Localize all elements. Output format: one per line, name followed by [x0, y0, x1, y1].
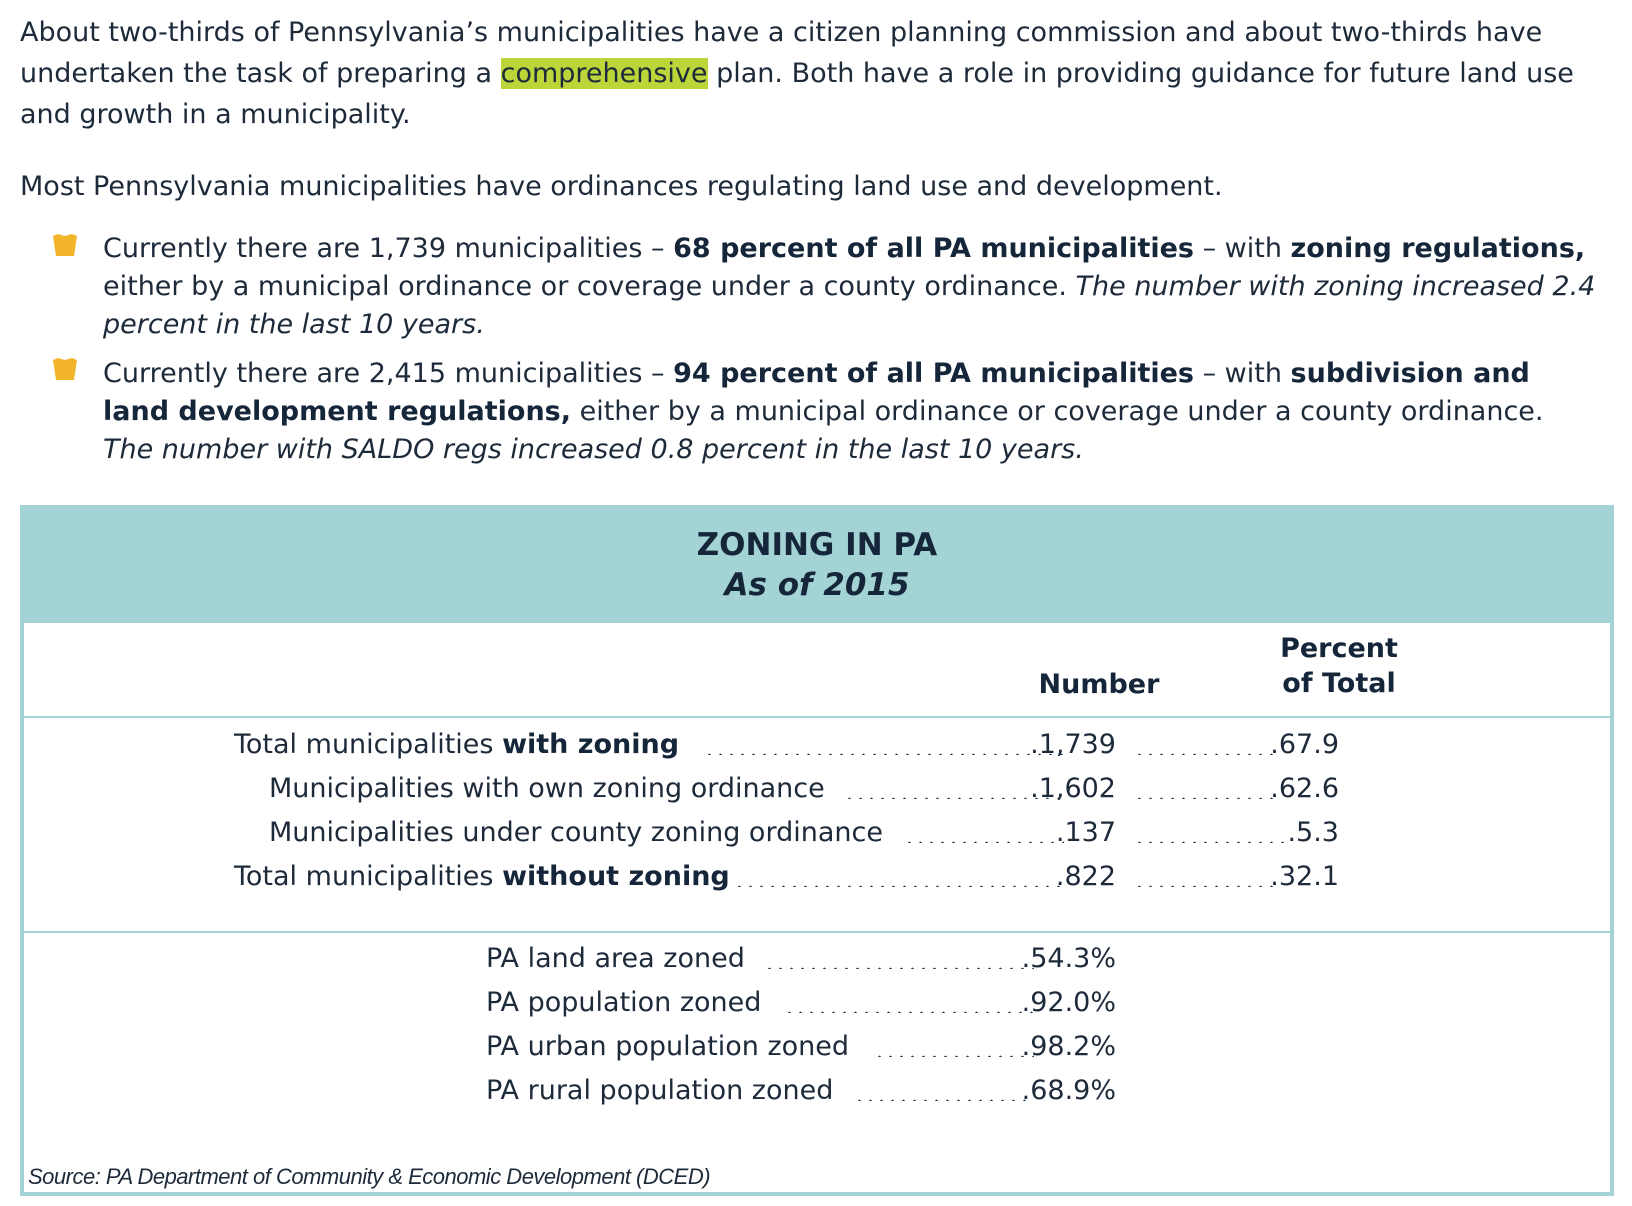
dot-leader [874, 1055, 1034, 1057]
row-percent: .67.9 [1270, 729, 1339, 760]
dot-leader [1134, 753, 1274, 755]
table-subtitle: As of 2015 [724, 567, 910, 603]
dot-leader [1134, 797, 1274, 799]
row-number: .1,602 [1030, 773, 1116, 804]
bullet-zoning: Currently there are 1,739 municipalities… [103, 230, 1603, 344]
intro-paragraph: About two-thirds of Pennsylvania’s munic… [20, 12, 1600, 135]
table-row-label: Municipalities under county zoning ordin… [269, 817, 883, 848]
dot-leader [704, 753, 1064, 755]
column-header-percent-line1: Percent [1280, 633, 1398, 664]
bullet-text: either by a municipal ordinance or cover… [103, 271, 1076, 302]
intro-text-after: plan. Both have a role in providing guid… [20, 58, 1574, 130]
stat-label: PA land area zoned [486, 943, 745, 974]
row-number: .137 [1055, 817, 1116, 848]
row-number: .1,739 [1030, 729, 1116, 760]
bullet-text: either by a municipal ordinance or cover… [571, 396, 1544, 427]
keystone-icon [53, 358, 77, 380]
column-header-number: Number [1038, 669, 1160, 700]
table-row-label: Total municipalities without zoning [234, 861, 730, 892]
bullet-bold: subdivision and land development regulat… [103, 358, 1530, 427]
stat-label: PA population zoned [486, 987, 762, 1018]
stat-value: .98.2% [1021, 1031, 1116, 1062]
bullet-italic: The number with zoning increased 2.4 per… [103, 271, 1596, 340]
dot-leader [1134, 841, 1284, 843]
dot-leader [844, 797, 1064, 799]
bullet-bold: 68 percent of all PA municipalities [673, 233, 1195, 264]
bullet-text: – with [1194, 358, 1291, 389]
dot-leader [764, 967, 1034, 969]
column-header-percent-line2: of Total [1282, 668, 1396, 699]
stat-value: .92.0% [1021, 987, 1116, 1018]
dot-leader [784, 1011, 1034, 1013]
dot-leader [854, 1099, 1034, 1101]
zoning-table: ZONING IN PA As of 2015 Number Percent o… [20, 505, 1614, 1196]
column-header-percent: Percent of Total [1269, 631, 1409, 701]
bullet-text: – with [1194, 233, 1291, 264]
dot-leader [1134, 885, 1274, 887]
bullet-text: Currently there are 1,739 municipalities… [103, 233, 674, 264]
row-percent: .5.3 [1287, 817, 1339, 848]
bullet-saldo: Currently there are 2,415 municipalities… [103, 355, 1603, 469]
table-row-label: Total municipalities with zoning [234, 729, 680, 760]
stat-value: .68.9% [1021, 1075, 1116, 1106]
source-note: Source: PA Department of Community & Eco… [28, 1164, 711, 1189]
bullet-italic: The number with SALDO regs increased 0.8… [103, 434, 1084, 465]
bullet-bold: 94 percent of all PA municipalities [673, 358, 1195, 389]
highlighted-word[interactable]: comprehensive [500, 58, 708, 89]
row-percent: .62.6 [1270, 773, 1339, 804]
stat-value: .54.3% [1021, 943, 1116, 974]
table-title: ZONING IN PA [696, 527, 938, 563]
intro-text-before: About two-thirds of Pennsylvania’s munic… [20, 17, 1543, 89]
bullet-text: Currently there are 2,415 municipalities… [103, 358, 674, 389]
table-row-label: Municipalities with own zoning ordinance [269, 773, 825, 804]
keystone-icon [53, 234, 77, 256]
bullet-bold: zoning regulations, [1290, 233, 1586, 264]
divider [24, 931, 1610, 933]
stat-label: PA rural population zoned [486, 1075, 834, 1106]
ordinances-paragraph: Most Pennsylvania municipalities have or… [20, 171, 1223, 202]
row-percent: .32.1 [1270, 861, 1339, 892]
divider [24, 716, 1610, 718]
dot-leader [734, 885, 1064, 887]
row-number: .822 [1055, 861, 1116, 892]
stat-label: PA urban population zoned [486, 1031, 850, 1062]
table-header: ZONING IN PA As of 2015 [24, 509, 1610, 623]
dot-leader [904, 841, 1064, 843]
